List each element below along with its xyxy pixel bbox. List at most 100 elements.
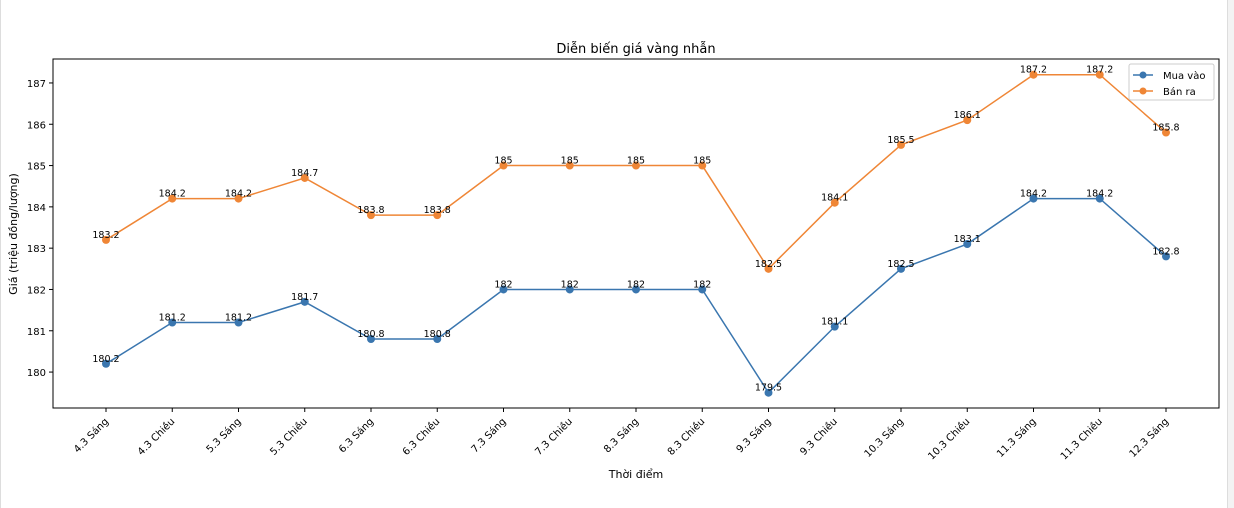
data-point	[1162, 252, 1170, 261]
x-tick-label: 9.3 Chiều	[798, 416, 840, 458]
x-tick-label: 12.3 Sáng	[1127, 416, 1171, 460]
data-point	[565, 161, 574, 170]
data-point	[1095, 194, 1104, 203]
series-line-1	[105, 73, 1167, 271]
data-label: 183.2	[92, 230, 119, 241]
data-point	[830, 322, 839, 331]
data-point	[632, 161, 640, 170]
y-tick-label: 187	[27, 79, 46, 90]
data-label: 182	[627, 279, 645, 290]
data-point	[300, 297, 309, 306]
data-label: 187.2	[1086, 65, 1113, 76]
x-tick-label: 5.3 Chiều	[268, 416, 310, 458]
data-point	[1029, 194, 1038, 203]
data-label: 185	[627, 156, 645, 167]
data-label: 183.8	[424, 205, 451, 216]
x-tick-label: 7.3 Chiều	[533, 416, 575, 458]
data-point	[830, 198, 839, 207]
data-label: 184.2	[159, 189, 186, 200]
data-label: 182.5	[755, 259, 782, 270]
y-axis-label: Giá (triệu đồng/lượng)	[7, 173, 20, 295]
data-label: 180.8	[424, 329, 451, 340]
data-label: 183.8	[357, 205, 384, 216]
data-label: 187.2	[1020, 65, 1047, 76]
data-point	[168, 194, 177, 203]
data-label: 181.2	[159, 313, 186, 324]
data-point	[367, 211, 375, 220]
data-label: 181.1	[821, 317, 848, 328]
data-label: 182	[494, 279, 512, 290]
data-label: 184.2	[225, 189, 252, 200]
legend-label: Mua vào	[1163, 70, 1205, 82]
data-label: 181.2	[225, 313, 252, 324]
data-point	[963, 240, 972, 249]
x-tick-label: 4.3 Sáng	[71, 416, 111, 456]
x-tick-label: 7.3 Sáng	[469, 416, 509, 456]
data-point	[1029, 70, 1038, 79]
y-tick-label: 182	[27, 285, 46, 296]
data-label: 186.1	[954, 110, 981, 121]
data-point	[698, 161, 707, 170]
data-label: 181.7	[291, 292, 318, 303]
data-point	[102, 359, 110, 368]
x-tick-label: 10.3 Sáng	[862, 416, 906, 460]
scrollbar-track[interactable]	[1227, 0, 1234, 508]
data-point	[499, 161, 508, 170]
data-label: 185.8	[1152, 123, 1179, 134]
x-tick-label: 5.3 Sáng	[204, 416, 244, 456]
series-line-0	[105, 197, 1167, 394]
legend-label: Bán ra	[1163, 86, 1196, 98]
data-label: 183.1	[954, 234, 981, 245]
data-label: 182.5	[887, 259, 914, 270]
data-point	[499, 285, 508, 294]
data-label: 185	[561, 156, 579, 167]
y-tick-label: 180	[27, 368, 46, 379]
y-tick-label: 183	[27, 244, 46, 255]
y-tick-label: 184	[27, 203, 46, 214]
x-tick-label: 10.3 Chiều	[926, 416, 973, 463]
x-tick-label: 8.3 Chiều	[665, 416, 707, 458]
data-point	[300, 173, 309, 182]
data-label: 182	[561, 279, 579, 290]
data-label: 179.5	[755, 383, 782, 394]
y-tick-label: 181	[27, 327, 46, 338]
data-point	[234, 194, 243, 203]
data-point	[764, 388, 773, 397]
data-label: 182	[693, 279, 711, 290]
plot-frame	[52, 58, 1220, 409]
data-label: 185.5	[887, 135, 914, 146]
data-point	[764, 264, 773, 273]
page-border	[0, 0, 1, 508]
x-tick-label: 11.3 Chiều	[1058, 416, 1105, 463]
data-point	[102, 235, 110, 244]
data-point	[433, 335, 442, 344]
data-label: 180.2	[92, 354, 119, 365]
legend-marker	[1139, 87, 1147, 95]
data-point	[897, 140, 905, 149]
data-point	[367, 335, 375, 344]
x-tick-label: 6.3 Chiều	[400, 416, 442, 458]
legend-marker	[1139, 71, 1147, 79]
data-point	[234, 318, 243, 327]
data-point	[1095, 70, 1104, 79]
data-point	[433, 211, 442, 220]
data-point	[897, 264, 905, 273]
data-label: 184.1	[821, 193, 848, 204]
data-point	[168, 318, 177, 327]
x-tick-label: 6.3 Sáng	[336, 416, 376, 456]
x-tick-label: 8.3 Sáng	[601, 416, 641, 456]
data-label: 180.8	[357, 329, 384, 340]
data-point	[698, 285, 707, 294]
y-tick-label: 186	[27, 120, 46, 131]
data-point	[1162, 128, 1170, 137]
data-label: 184.2	[1086, 189, 1113, 200]
data-label: 185	[494, 156, 512, 167]
data-point	[565, 285, 574, 294]
x-tick-label: 4.3 Chiều	[135, 416, 177, 458]
data-label: 182.8	[1152, 246, 1179, 257]
data-point	[632, 285, 640, 294]
data-label: 185	[693, 156, 711, 167]
data-label: 184.7	[291, 168, 318, 179]
chart-title: Diễn biến giá vàng nhẫn	[556, 42, 715, 57]
